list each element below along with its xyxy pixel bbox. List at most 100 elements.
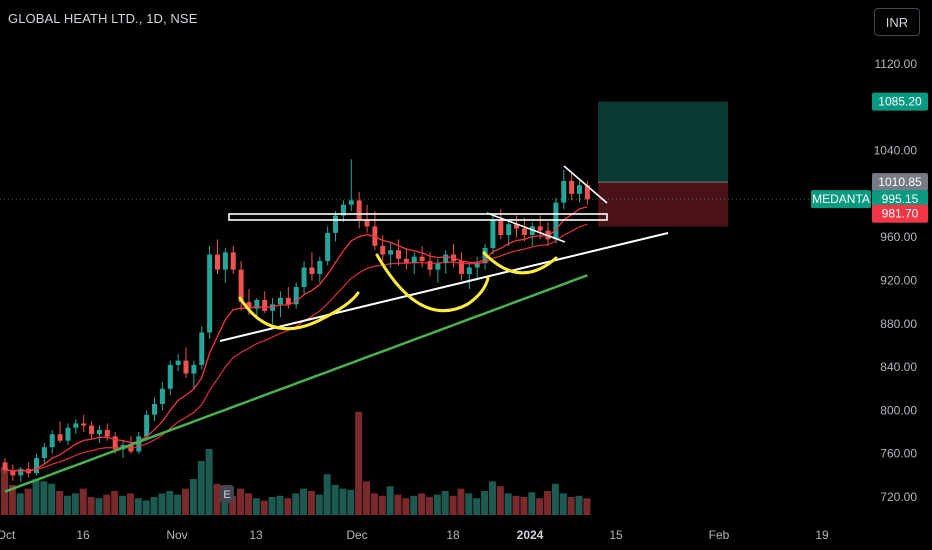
candle-body [396, 250, 401, 259]
candle-body [199, 332, 205, 365]
volume-bar [87, 497, 95, 515]
volume-bar [182, 488, 190, 515]
earnings-marker[interactable]: E [220, 485, 234, 503]
x-tick-label: Feb [709, 528, 730, 542]
candle-body [238, 269, 244, 303]
candle-body [427, 261, 433, 270]
candle-body [466, 267, 472, 275]
falling-trendline-1 [486, 212, 566, 243]
volume-bar [300, 488, 308, 515]
y-tick-label: 1120.00 [875, 57, 918, 71]
price-axis[interactable]: 720.00 760.00 800.00 840.00 880.00 920.00 960.… [874, 57, 918, 504]
x-tick-label: 2024 [517, 528, 544, 542]
candle-body [309, 267, 315, 275]
volume-bar [213, 483, 221, 515]
candle-body [317, 261, 323, 275]
y-tick-label: 840.00 [880, 360, 917, 374]
volume-bar [32, 479, 40, 515]
volume-bar [315, 494, 323, 515]
candle-body [348, 200, 354, 205]
volume-bar [229, 495, 237, 515]
candle-body [65, 427, 71, 441]
y-tick-label: 920.00 [880, 274, 917, 288]
volume-bar [449, 495, 457, 515]
candle-body [214, 254, 220, 270]
candle-body [364, 219, 370, 227]
drawn-annotations [219, 165, 669, 342]
volume-bar [363, 481, 371, 515]
entry-tag-bg [872, 173, 928, 192]
x-tick-label: Nov [166, 528, 187, 542]
volume-bar [16, 493, 24, 515]
volume-bar [48, 483, 56, 515]
ema-fast-line [4, 206, 588, 472]
candle-body [89, 425, 95, 435]
volume-bar [347, 489, 355, 515]
volume-bar [386, 486, 394, 515]
volume-bar [1, 467, 8, 515]
candle-body [49, 434, 55, 448]
candle-body [537, 226, 543, 231]
take-profit-tag-bg [872, 92, 928, 111]
candle-body [372, 226, 378, 246]
volume-bar [488, 481, 496, 515]
volume-bar [425, 497, 433, 515]
candle-body [529, 226, 535, 236]
volume-bar [402, 498, 410, 515]
symbol-tag: MEDANTA [812, 192, 870, 206]
candle-body [325, 232, 331, 262]
volume-bar [441, 491, 449, 515]
volume-bar [559, 493, 567, 515]
candle-body [18, 468, 24, 476]
volume-bar [252, 498, 260, 515]
volume-bar [237, 488, 245, 515]
volume-bar [126, 493, 134, 515]
volume-bar [197, 461, 205, 515]
volume-bar [528, 492, 536, 515]
volume-bar [111, 491, 119, 515]
candle-body [222, 252, 228, 270]
cup-curve-3 [482, 251, 558, 275]
time-axis[interactable]: Oct 16 Nov 13 Dec 18 2024 15 Feb 19 [0, 528, 829, 542]
volume-bar [40, 481, 48, 515]
candle-body [246, 302, 252, 309]
volume-bar [583, 498, 591, 515]
stop-loss-zone [598, 182, 728, 227]
candle-body [443, 254, 449, 264]
y-tick-label: 760.00 [880, 447, 917, 461]
volume-bar [276, 495, 284, 515]
candle-body [506, 224, 512, 236]
candle-body [96, 429, 102, 435]
volume-bar [150, 497, 158, 515]
candle-body [411, 256, 417, 264]
volume-bar [71, 493, 79, 515]
volume-bar [520, 497, 528, 515]
candle-body [262, 299, 268, 311]
y-tick-label: 1040.00 [874, 144, 918, 158]
x-tick-label: 15 [609, 528, 623, 542]
ema-slow-line [4, 274, 588, 493]
earnings-icon-letter: E [223, 489, 230, 501]
candle-body [498, 219, 504, 236]
candle-body [356, 200, 362, 220]
volume-bar [134, 498, 142, 515]
volume-bar [174, 494, 182, 515]
stop-loss-tag-bg [872, 204, 928, 223]
volume-bar [481, 491, 489, 515]
stop-loss-tag: 981.70 [882, 207, 919, 221]
volume-bar [205, 449, 213, 515]
candle-body [521, 228, 527, 236]
resistance-box [228, 213, 608, 221]
candle-body [254, 299, 260, 309]
volume-bar [24, 488, 32, 515]
earnings-icon[interactable] [220, 485, 234, 503]
currency-button[interactable]: INR [874, 8, 920, 36]
candle-body [388, 250, 394, 255]
volume-bar [166, 491, 174, 515]
candle-body [2, 462, 8, 470]
volume-bar [355, 411, 363, 515]
candle-body [175, 360, 181, 365]
candle-body [136, 436, 142, 452]
volume-bar [504, 493, 512, 515]
